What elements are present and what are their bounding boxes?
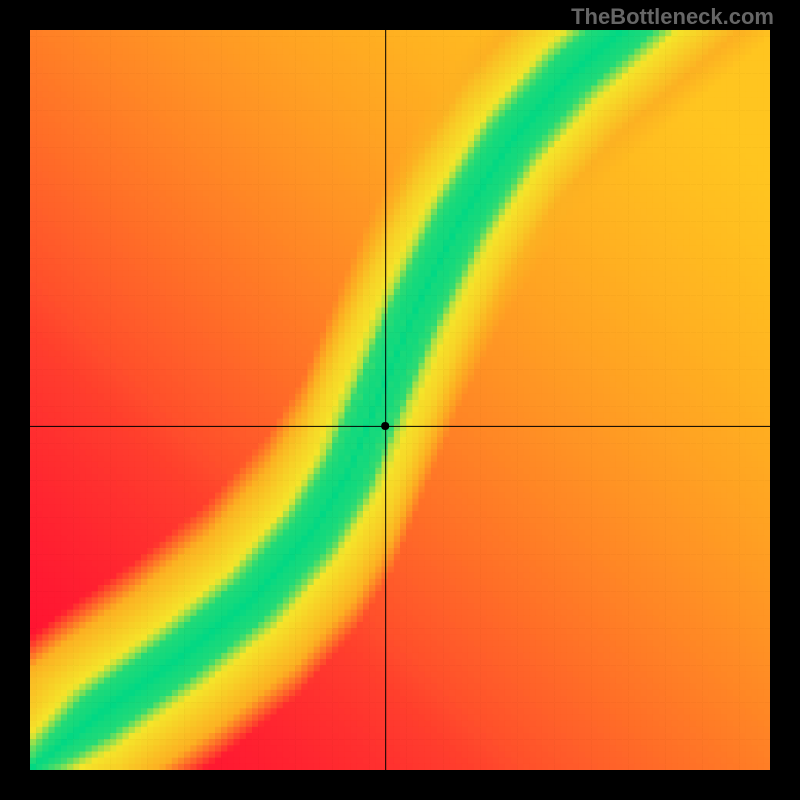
bottleneck-heatmap [30,30,770,770]
watermark-label: TheBottleneck.com [571,4,774,30]
